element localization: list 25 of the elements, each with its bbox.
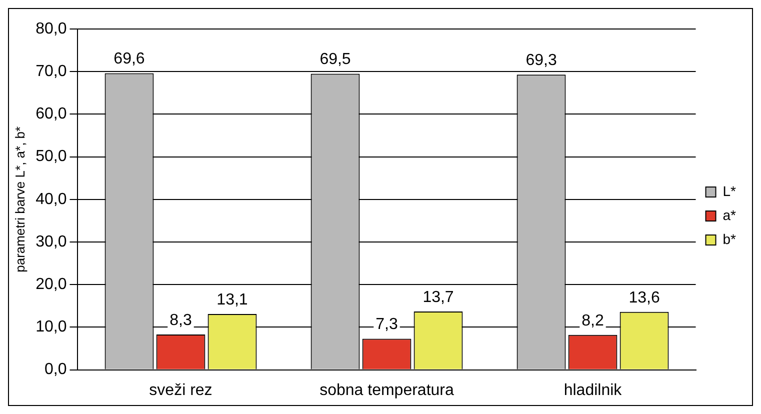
y-tick-label: 50,0 bbox=[36, 148, 67, 166]
y-tick-label: 20,0 bbox=[36, 276, 67, 294]
y-tick-label: 80,0 bbox=[36, 20, 67, 38]
y-tick-label: 0,0 bbox=[44, 361, 67, 378]
legend-label: L* bbox=[722, 182, 737, 199]
x-tick-label: hladilnik bbox=[564, 382, 623, 399]
x-tick-label: sobna temperatura bbox=[320, 382, 454, 399]
x-tick-label: sveži rez bbox=[149, 382, 212, 399]
data-label: 13,7 bbox=[422, 288, 454, 306]
y-tick-label: 10,0 bbox=[36, 318, 67, 336]
data-label: 69,3 bbox=[526, 52, 557, 69]
data-label: 13,6 bbox=[628, 289, 660, 306]
y-tick-label: 40,0 bbox=[36, 190, 67, 208]
y-tick-label: 70,0 bbox=[36, 63, 67, 80]
data-label: 13,1 bbox=[216, 291, 248, 308]
data-label: 69,6 bbox=[114, 50, 145, 68]
data-label: 7,3 bbox=[376, 316, 398, 334]
legend-label: b* bbox=[722, 230, 737, 247]
y-tick-label: 60,0 bbox=[36, 106, 67, 123]
data-label: 69,5 bbox=[320, 51, 351, 68]
data-label: 8,3 bbox=[170, 312, 192, 329]
y-axis-title: parametri barve L*, a*, b* bbox=[12, 126, 28, 272]
legend-label: a* bbox=[722, 206, 737, 223]
y-tick-label: 30,0 bbox=[36, 233, 67, 250]
data-label: 8,2 bbox=[582, 312, 604, 330]
